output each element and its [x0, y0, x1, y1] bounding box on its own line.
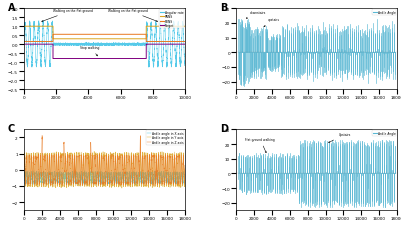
Legend: Ankle Angle: Ankle Angle [372, 10, 396, 16]
Ankle angle in Z axis [40, 134, 45, 137]
Text: Upstairs: Upstairs [328, 133, 351, 143]
Ankle angle in X axis [59, 176, 64, 179]
Text: B: B [220, 3, 227, 13]
Ankle angle in Z axis [82, 170, 87, 173]
Text: A: A [8, 3, 16, 13]
Ankle angle in Y axis [60, 156, 65, 159]
Ankle angle in Z axis [60, 164, 65, 167]
Ankle angle in X axis [134, 184, 138, 186]
Ankle angle in X axis [82, 175, 87, 178]
Ankle angle in Y axis [61, 182, 65, 185]
Line: Ankle angle in X axis: Ankle angle in X axis [24, 171, 185, 185]
Text: Walking on the flat ground: Walking on the flat ground [42, 9, 93, 22]
Ankle angle in Z axis [152, 185, 156, 188]
Line: Ankle angle in Y axis: Ankle angle in Y axis [24, 152, 185, 188]
Ankle angle in Y axis [92, 150, 97, 153]
Legend: Ankle angle in X axis, Ankle angle in Y axis, Ankle angle in Z axis: Ankle angle in X axis, Ankle angle in Y … [146, 131, 184, 145]
Text: Stop walking: Stop walking [80, 46, 100, 57]
Ankle angle in Z axis [181, 160, 186, 162]
Ankle angle in Z axis [59, 171, 64, 174]
Legend: Angular rate, PNNS, PDNS, Target: Angular rate, PNNS, PDNS, Target [159, 10, 184, 29]
Ankle angle in Z axis [182, 164, 187, 167]
Ankle angle in Z axis [22, 165, 26, 168]
Ankle angle in Y axis [59, 178, 64, 180]
Text: upstairs: upstairs [264, 18, 279, 27]
Ankle angle in Y axis [119, 187, 124, 190]
Ankle angle in X axis [182, 173, 187, 176]
Text: D: D [220, 123, 228, 133]
Ankle angle in Y axis [182, 168, 187, 170]
Ankle angle in Y axis [82, 176, 87, 179]
Text: downstairs: downstairs [246, 11, 266, 19]
Text: Walking on the flat ground: Walking on the flat ground [107, 9, 158, 22]
Ankle angle in X axis [94, 177, 99, 180]
Ankle angle in X axis [83, 170, 87, 172]
Ankle angle in X axis [61, 178, 65, 181]
Line: Ankle angle in Z axis: Ankle angle in Z axis [24, 136, 185, 186]
Ankle angle in X axis [181, 176, 186, 178]
Text: C: C [8, 123, 15, 133]
Ankle angle in Y axis [181, 155, 186, 158]
Ankle angle in Z axis [61, 176, 65, 179]
Ankle angle in Z axis [94, 161, 99, 164]
Ankle angle in X axis [60, 179, 65, 182]
Ankle angle in Y axis [94, 154, 99, 157]
Legend: Ankle Angle: Ankle Angle [372, 131, 396, 136]
Text: Flat-ground walking: Flat-ground walking [245, 137, 275, 153]
Ankle angle in X axis [22, 173, 26, 176]
Ankle angle in Y axis [22, 169, 26, 172]
